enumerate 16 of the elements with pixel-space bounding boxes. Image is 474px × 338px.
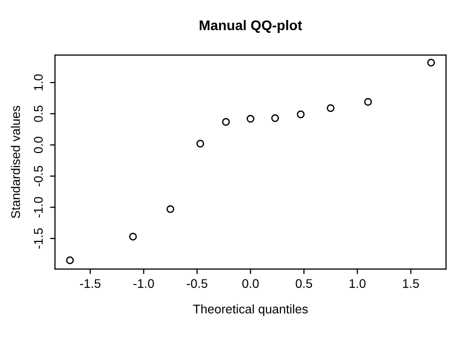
y-tick-label: 0.0 [34, 136, 43, 154]
y-axis-title: Standardised values [10, 106, 20, 218]
y-tick-label: -0.5 [34, 166, 43, 186]
x-tick-label: 1.0 [350, 279, 366, 288]
x-tick-label: 0.5 [296, 279, 312, 288]
x-tick-label: 1.5 [403, 279, 419, 288]
chart-title: Manual QQ-plot [200, 20, 302, 33]
x-axis-title: Theoretical quantiles [193, 304, 308, 316]
x-tick-label: -1.5 [80, 279, 100, 288]
x-tick-label: -0.5 [186, 279, 208, 288]
y-tick-label: 0.5 [34, 106, 43, 122]
x-tick-label: 0.0 [242, 279, 259, 288]
x-tick-label: -1.0 [133, 279, 154, 288]
y-tick-label: 1.0 [34, 74, 43, 90]
y-tick-label: -1.0 [34, 197, 43, 218]
y-tick-label: -1.5 [34, 228, 43, 249]
